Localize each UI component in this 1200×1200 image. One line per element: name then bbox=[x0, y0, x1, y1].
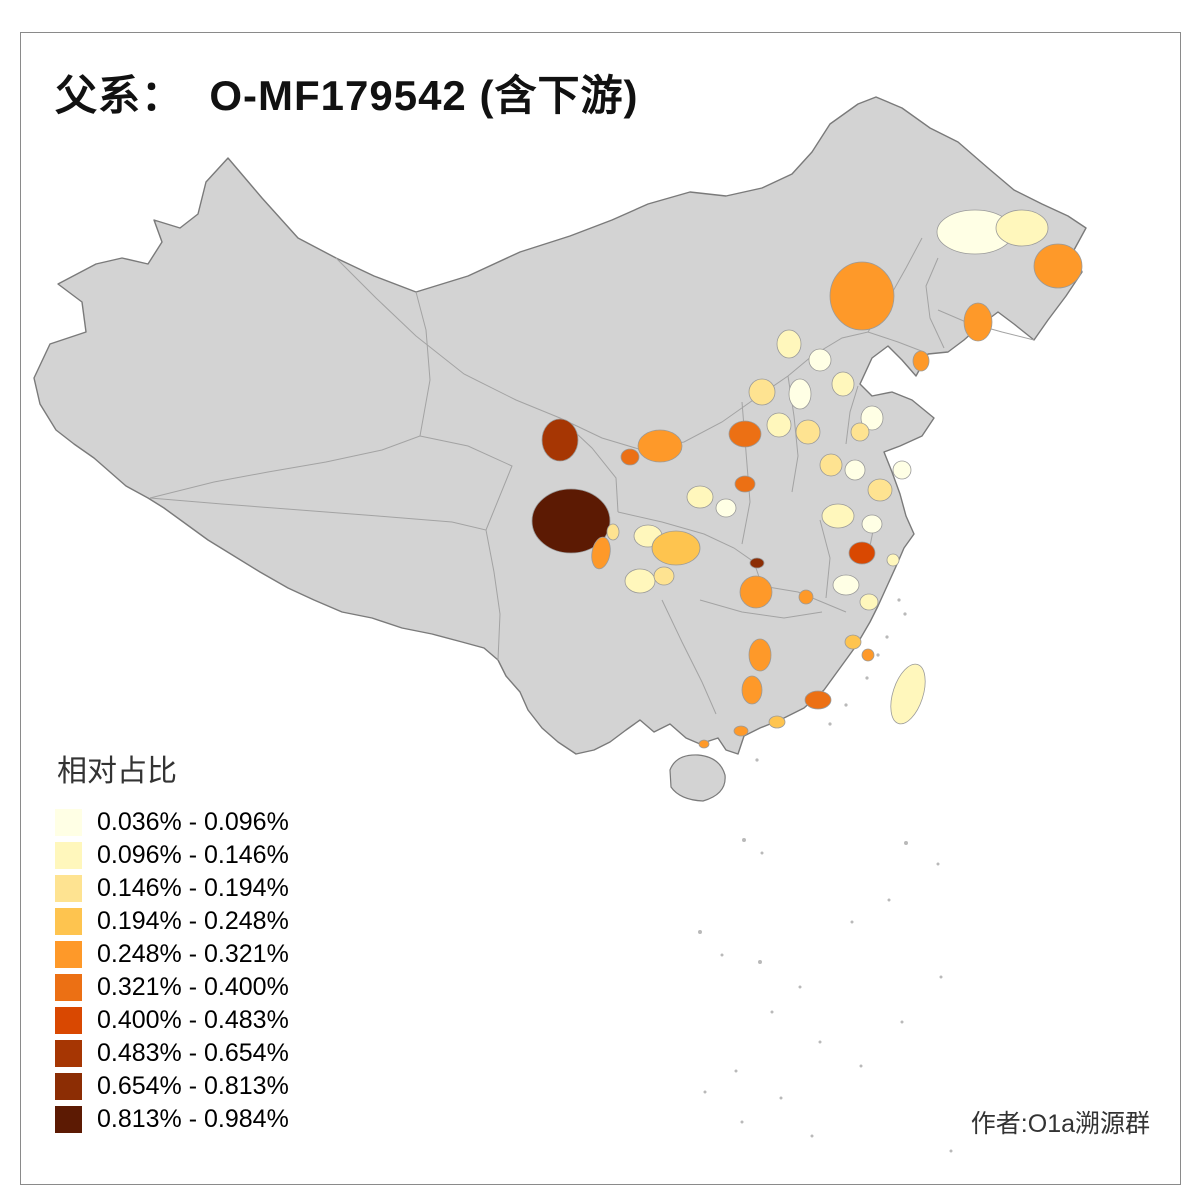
region-patch bbox=[776, 329, 802, 359]
region-patch bbox=[715, 498, 737, 518]
legend-row: 0.248% - 0.321% bbox=[55, 938, 289, 971]
region-patch bbox=[624, 568, 656, 594]
legend-row: 0.813% - 0.984% bbox=[55, 1103, 289, 1136]
legend-label: 0.321% - 0.400% bbox=[97, 973, 289, 1001]
legend-row: 0.036% - 0.096% bbox=[55, 806, 289, 839]
region-patch bbox=[831, 371, 855, 397]
region-patch bbox=[861, 514, 883, 534]
region-patch bbox=[821, 503, 855, 529]
region-patch bbox=[733, 725, 749, 737]
legend-label: 0.248% - 0.321% bbox=[97, 940, 289, 968]
region-patch bbox=[844, 459, 866, 481]
region-patch bbox=[788, 378, 812, 410]
region-patch bbox=[804, 690, 832, 710]
legend-label: 0.146% - 0.194% bbox=[97, 874, 289, 902]
region-patch bbox=[912, 350, 930, 372]
hainan-island bbox=[669, 754, 726, 802]
legend-label: 0.096% - 0.146% bbox=[97, 841, 289, 869]
legend-row: 0.321% - 0.400% bbox=[55, 971, 289, 1004]
region-patch bbox=[686, 485, 714, 509]
region-patch bbox=[867, 478, 893, 502]
legend-swatch bbox=[55, 1106, 82, 1133]
region-patch bbox=[963, 302, 993, 342]
region-patch bbox=[844, 634, 862, 650]
region-patch bbox=[861, 648, 875, 662]
region-patch bbox=[728, 420, 762, 448]
region-patch bbox=[591, 536, 611, 570]
legend-row: 0.096% - 0.146% bbox=[55, 839, 289, 872]
region-patch bbox=[620, 448, 640, 466]
region-patch bbox=[859, 593, 879, 611]
legend-row: 0.194% - 0.248% bbox=[55, 905, 289, 938]
small-islands bbox=[698, 598, 953, 1153]
figure-title: 父系： O-MF179542 (含下游) bbox=[55, 72, 639, 119]
legend-label: 0.654% - 0.813% bbox=[97, 1072, 289, 1100]
region-patch bbox=[995, 209, 1049, 247]
legend-row: 0.654% - 0.813% bbox=[55, 1070, 289, 1103]
region-patch bbox=[829, 261, 895, 331]
legend-swatch bbox=[55, 1073, 82, 1100]
region-patch bbox=[1033, 243, 1083, 289]
legend-label: 0.194% - 0.248% bbox=[97, 907, 289, 935]
legend-swatch bbox=[55, 809, 82, 836]
region-patch bbox=[848, 541, 876, 565]
region-patch bbox=[819, 453, 843, 477]
region-patch bbox=[541, 418, 579, 462]
legend-swatch bbox=[55, 875, 82, 902]
region-patch bbox=[886, 553, 900, 567]
legend-swatch bbox=[55, 842, 82, 869]
region-patch bbox=[653, 566, 675, 586]
legend-row: 0.146% - 0.194% bbox=[55, 872, 289, 905]
region-patch bbox=[892, 460, 912, 480]
region-patch bbox=[860, 405, 884, 431]
colored-prefectures bbox=[531, 209, 1083, 749]
region-patch bbox=[531, 488, 611, 554]
legend-row: 0.483% - 0.654% bbox=[55, 1037, 289, 1070]
author-credit: 作者:O1a溯源群 bbox=[970, 1110, 1150, 1138]
region-patch bbox=[748, 378, 776, 406]
region-patch bbox=[768, 715, 786, 729]
region-patch bbox=[890, 663, 926, 725]
region-patch bbox=[850, 422, 870, 442]
legend-label: 0.400% - 0.483% bbox=[97, 1006, 289, 1034]
region-patch bbox=[637, 429, 683, 463]
region-patch bbox=[798, 589, 814, 605]
legend: 相对占比 0.036% - 0.096% 0.096% - 0.146% 0.146… bbox=[55, 746, 289, 1136]
legend-label: 0.483% - 0.654% bbox=[97, 1039, 289, 1067]
region-patch bbox=[832, 574, 860, 596]
legend-swatch bbox=[55, 1040, 82, 1067]
legend-swatch bbox=[55, 941, 82, 968]
region-patch bbox=[795, 419, 821, 445]
region-patch bbox=[739, 575, 773, 609]
legend-label: 0.813% - 0.984% bbox=[97, 1105, 289, 1133]
legend-rows: 0.036% - 0.096% 0.096% - 0.146% 0.146% - 0… bbox=[55, 806, 289, 1136]
region-patch bbox=[808, 348, 832, 372]
region-patch bbox=[748, 638, 772, 672]
region-patch bbox=[651, 530, 701, 566]
region-patch bbox=[606, 523, 620, 541]
legend-swatch bbox=[55, 1007, 82, 1034]
legend-row: 0.400% - 0.483% bbox=[55, 1004, 289, 1037]
region-patch bbox=[749, 557, 765, 569]
legend-label: 0.036% - 0.096% bbox=[97, 808, 289, 836]
legend-title: 相对占比 bbox=[57, 755, 177, 788]
region-patch bbox=[698, 739, 710, 749]
legend-swatch bbox=[55, 908, 82, 935]
region-patch bbox=[734, 475, 756, 493]
region-patch bbox=[741, 675, 763, 705]
region-patch bbox=[766, 412, 792, 438]
legend-swatch bbox=[55, 974, 82, 1001]
